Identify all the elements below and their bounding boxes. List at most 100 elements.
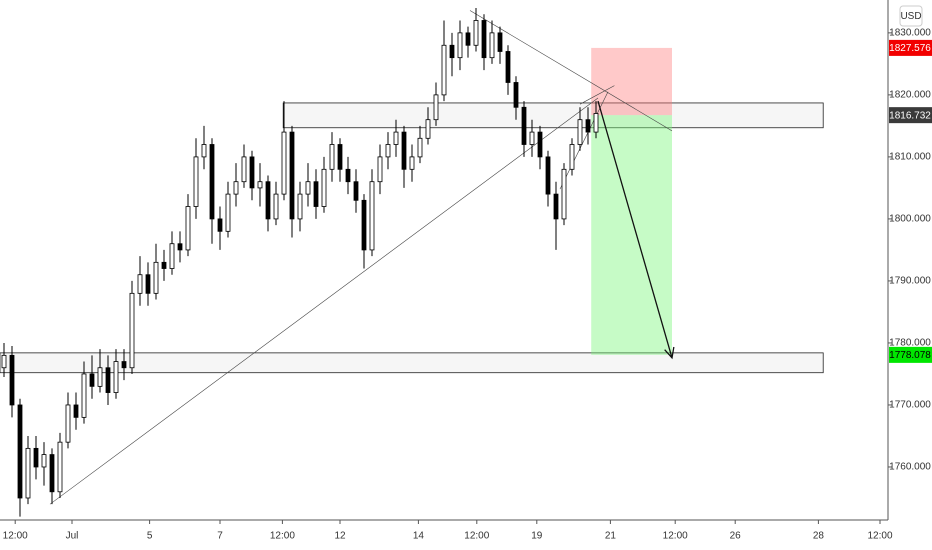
candle-body: [593, 113, 599, 133]
candle-body: [569, 144, 575, 170]
candle-body: [321, 168, 327, 207]
candle-body: [353, 181, 359, 201]
candle-body: [137, 274, 143, 294]
currency-label[interactable]: USD: [900, 11, 921, 22]
x-tick-label: 12:00: [270, 531, 295, 542]
candle-body: [273, 193, 279, 220]
x-tick-label: 19: [531, 531, 543, 542]
y-tick-label: 1760.000: [889, 462, 931, 473]
candle-body: [209, 144, 215, 220]
candle-body: [201, 144, 207, 158]
candle-body: [185, 206, 191, 251]
candle-body: [457, 32, 463, 59]
candle-body: [409, 156, 415, 170]
candle-body: [41, 454, 47, 468]
candle-body: [33, 447, 39, 468]
candle-body: [369, 181, 375, 251]
y-tick-label: 1820.000: [889, 90, 931, 101]
candle-body: [529, 131, 535, 145]
candle-body: [449, 44, 455, 59]
candle-body: [169, 243, 175, 269]
y-tick-label: 1770.000: [889, 400, 931, 411]
price-marker-label: 1827.576: [889, 43, 931, 54]
trendline: [579, 85, 615, 105]
candle-body: [25, 447, 31, 499]
plot-area: [0, 8, 824, 517]
candle-body: [585, 119, 591, 133]
x-tick-label: 21: [605, 531, 617, 542]
candle-body: [9, 354, 15, 406]
candle-body: [425, 119, 431, 139]
candle-body: [89, 373, 95, 387]
candle-body: [329, 144, 335, 170]
x-tick-label: 28: [813, 531, 825, 542]
currency-button[interactable]: [899, 5, 923, 27]
x-tick-label: 5: [147, 531, 153, 542]
candle-body: [481, 20, 487, 59]
candle-body: [97, 367, 103, 387]
candle-body: [49, 454, 55, 493]
candle-body: [65, 404, 71, 443]
candle-body: [577, 119, 583, 145]
candle-body: [393, 131, 399, 145]
y-tick-label: 1810.000: [889, 152, 931, 163]
price-marker-label: 1778.078: [889, 350, 931, 361]
candle-body: [521, 106, 527, 145]
price-marker: [889, 346, 932, 363]
candle-body: [1, 354, 7, 369]
candle-body: [545, 156, 551, 195]
candle-body: [465, 32, 471, 46]
y-tick-label: 1780.000: [889, 338, 931, 349]
candle-body: [305, 181, 311, 195]
candle-body: [361, 199, 367, 251]
zone: [0, 352, 824, 374]
candle-body: [129, 292, 135, 369]
candle-body: [225, 193, 231, 232]
candle-body: [473, 20, 479, 46]
x-tick-label: 12:00: [867, 531, 892, 542]
price-marker-label: 1816.732: [889, 110, 931, 121]
x-tick-label: 12:00: [663, 531, 688, 542]
arrow-head: [664, 346, 675, 360]
x-tick-label: 14: [413, 531, 425, 542]
candle-body: [73, 404, 79, 418]
price-marker: [889, 107, 932, 124]
x-tick-label: 12: [334, 531, 346, 542]
candle-body: [281, 131, 287, 195]
candle-body: [505, 51, 511, 83]
candle-body: [257, 181, 263, 189]
stop-zone: [591, 47, 672, 116]
x-tick-label: 12:00: [3, 531, 28, 542]
target-zone: [591, 115, 672, 355]
candle-body: [385, 144, 391, 158]
price-marker: [889, 39, 932, 56]
x-tick-label: 7: [217, 531, 223, 542]
candle-body: [441, 44, 447, 96]
candle-body: [161, 261, 167, 269]
candle-body: [497, 32, 503, 52]
candle-body: [217, 218, 223, 232]
candle-body: [297, 193, 303, 220]
candle-body: [57, 441, 63, 493]
candle-body: [289, 131, 295, 220]
x-tick-label: 26: [730, 531, 742, 542]
candle-body: [249, 156, 255, 189]
trendline: [49, 97, 599, 505]
candle-body: [337, 144, 343, 170]
candle-body: [105, 367, 111, 393]
candle-body: [537, 131, 543, 158]
candle-body: [401, 131, 407, 170]
candle-body: [417, 137, 423, 158]
candle-body: [193, 156, 199, 207]
candle-body: [513, 82, 519, 108]
y-tick-label: 1830.000: [889, 28, 931, 39]
candle-body: [17, 404, 23, 499]
candle-body: [233, 181, 239, 195]
candle-body: [177, 243, 183, 251]
candle-body: [153, 261, 159, 294]
y-tick-label: 1790.000: [889, 276, 931, 287]
trendline: [469, 10, 673, 132]
candle-body: [241, 156, 247, 183]
candle-body: [553, 193, 559, 220]
